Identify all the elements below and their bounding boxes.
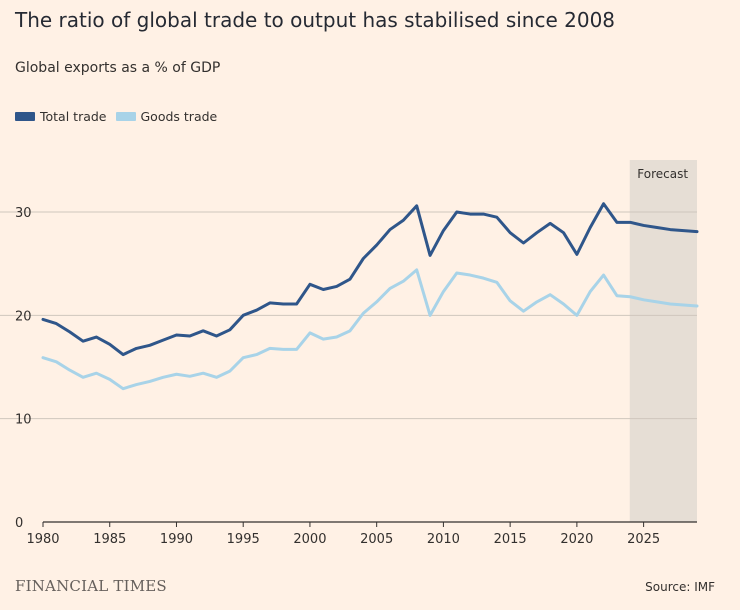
forecast-band — [629, 160, 697, 522]
y-tick-label-10: 10 — [15, 413, 32, 428]
series-line-total-trade — [41, 202, 699, 357]
legend-label-goods-trade: Goods trade — [140, 109, 218, 124]
ft-logo: FINANCIAL TIMES — [15, 577, 167, 595]
x-tick-label-2020: 2020 — [560, 532, 593, 547]
y-tick-label-20: 20 — [15, 309, 32, 324]
x-tick-label-2015: 2015 — [494, 532, 527, 547]
x-tick-label-1990: 1990 — [160, 532, 193, 547]
x-tick-label-2010: 2010 — [427, 532, 460, 547]
legend-swatch-goods-trade — [115, 112, 136, 121]
legend: Total trade Goods trade — [15, 109, 226, 124]
x-tick-label-1980: 1980 — [26, 532, 59, 547]
x-tick-label-1995: 1995 — [227, 532, 260, 547]
chart-subtitle: Global exports as a % of GDP — [15, 60, 221, 76]
series-line-goods-trade — [41, 268, 699, 391]
y-tick-label-0: 0 — [15, 516, 23, 531]
x-tick-label-1985: 1985 — [93, 532, 126, 547]
forecast-label: Forecast — [637, 167, 688, 181]
chart-title: The ratio of global trade to output has … — [15, 8, 616, 32]
y-tick-label-30: 30 — [15, 206, 32, 221]
legend-item-goods-trade: Goods trade — [115, 109, 218, 124]
x-tick-label-2005: 2005 — [360, 532, 393, 547]
source-note: Source: IMF — [645, 580, 715, 594]
legend-swatch-total-trade — [15, 112, 35, 121]
x-tick-label-2000: 2000 — [293, 532, 326, 547]
x-tick-label-2025: 2025 — [627, 532, 660, 547]
legend-item-total-trade: Total trade — [15, 109, 107, 124]
legend-label-total-trade: Total trade — [40, 109, 107, 124]
